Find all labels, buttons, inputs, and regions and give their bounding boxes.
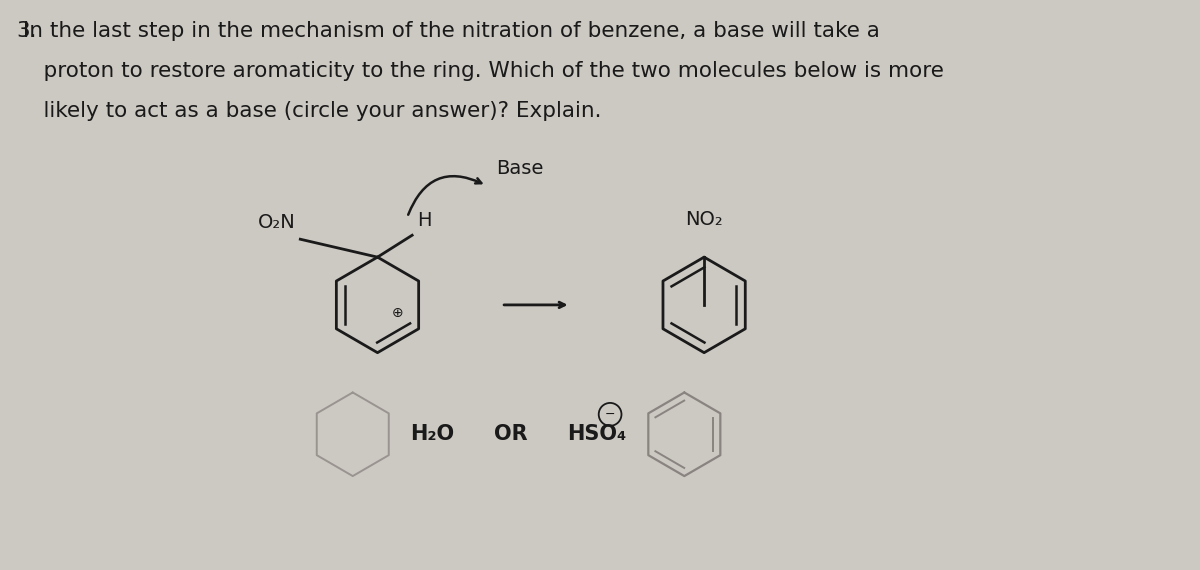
Text: In the last step in the mechanism of the nitration of benzene, a base will take : In the last step in the mechanism of the… — [17, 21, 880, 41]
Text: NO₂: NO₂ — [685, 210, 722, 229]
Text: OR: OR — [494, 424, 528, 444]
Text: HSO₄: HSO₄ — [568, 424, 626, 444]
Text: ⊕: ⊕ — [391, 306, 403, 320]
Text: H: H — [418, 211, 432, 230]
Text: Base: Base — [497, 158, 544, 177]
Text: −: − — [605, 408, 616, 421]
Text: likely to act as a base (circle your answer)? Explain.: likely to act as a base (circle your ans… — [17, 101, 601, 121]
Text: proton to restore aromaticity to the ring. Which of the two molecules below is m: proton to restore aromaticity to the rin… — [17, 61, 944, 81]
Text: O₂N: O₂N — [258, 213, 295, 232]
Text: 3.: 3. — [17, 21, 37, 41]
Text: H₂O: H₂O — [410, 424, 454, 444]
